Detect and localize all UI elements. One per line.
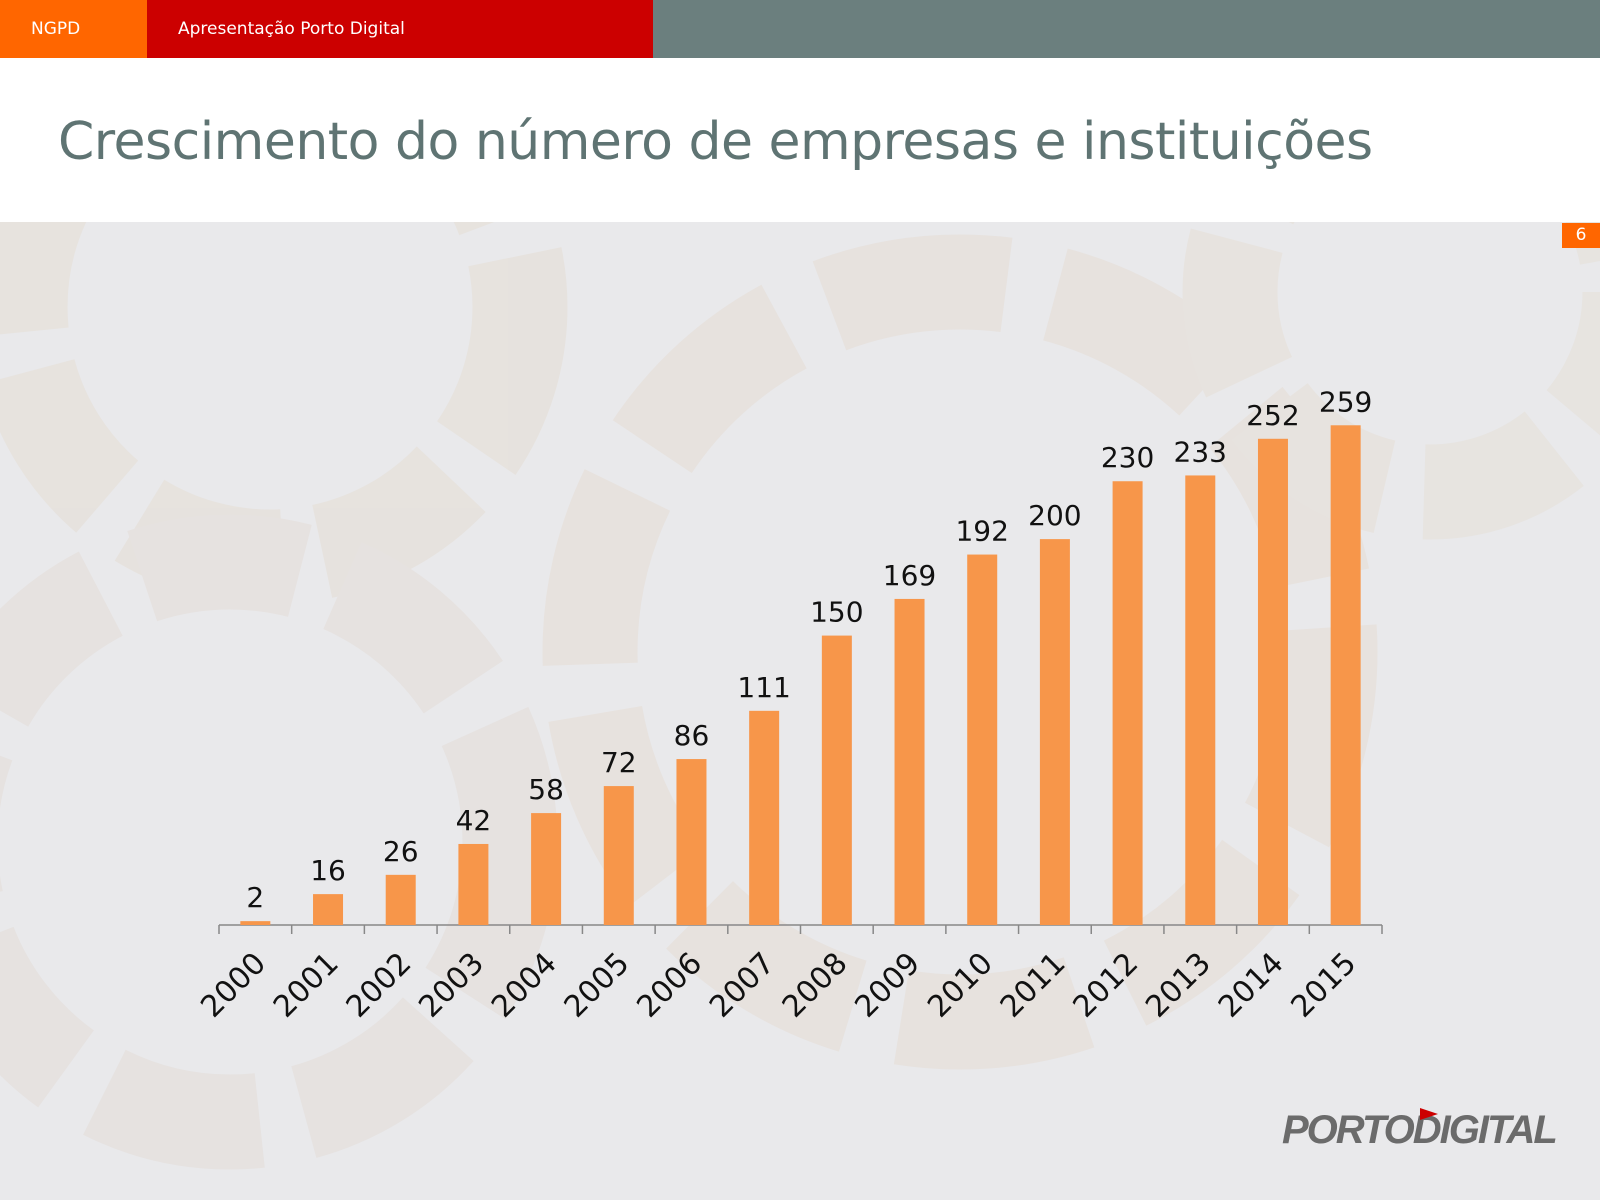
bar	[1039, 539, 1070, 925]
data-label: 72	[601, 746, 637, 779]
data-label: 26	[383, 835, 419, 868]
data-label: 200	[1028, 499, 1081, 532]
x-tick-label: 2000	[194, 946, 273, 1025]
bar	[458, 843, 489, 925]
x-tick-label: 2007	[703, 946, 782, 1025]
x-tick-label: 2005	[558, 946, 637, 1025]
bar	[1185, 475, 1216, 925]
bar	[1112, 481, 1143, 925]
data-label: 111	[737, 671, 790, 704]
data-label: 169	[883, 559, 936, 592]
data-label: 230	[1101, 441, 1154, 474]
x-tick-label: 2001	[267, 946, 346, 1025]
data-label: 252	[1246, 399, 1299, 432]
bar	[894, 598, 925, 925]
data-label: 16	[310, 854, 346, 887]
page-number: 6	[1562, 223, 1600, 248]
data-label: 259	[1319, 385, 1372, 418]
bar	[240, 921, 271, 925]
bar	[313, 894, 344, 925]
section-label: NGPD	[0, 0, 147, 58]
chart-panel	[0, 222, 1600, 1200]
x-tick-label: 2004	[485, 946, 564, 1025]
bar	[531, 813, 562, 925]
x-tick-label: 2008	[776, 946, 855, 1025]
x-tick-label: 2002	[340, 946, 419, 1025]
x-tick-label: 2010	[921, 946, 1000, 1025]
background-decoration	[0, 222, 1600, 1170]
data-label: 2	[246, 881, 264, 914]
x-tick-label: 2013	[1139, 946, 1218, 1025]
slide-title: Crescimento do número de empresas e inst…	[58, 112, 1373, 172]
bar	[676, 759, 707, 925]
x-tick-label: 2014	[1212, 946, 1291, 1025]
logo-flag-icon	[1420, 1108, 1438, 1120]
bar	[603, 786, 634, 925]
presentation-label: Apresentação Porto Digital	[147, 0, 653, 58]
x-tick-label: 2012	[1067, 946, 1146, 1025]
top-bar: NGPD Apresentação Porto Digital	[0, 0, 1600, 58]
bar	[1330, 425, 1361, 925]
bar	[1257, 438, 1288, 925]
data-label: 42	[456, 804, 492, 837]
x-tick-label: 2011	[994, 946, 1073, 1025]
data-label: 192	[955, 515, 1008, 548]
x-tick-label: 2006	[630, 946, 709, 1025]
x-tick-label: 2015	[1285, 946, 1364, 1025]
bar	[821, 635, 852, 925]
bar	[749, 710, 780, 925]
data-label: 150	[810, 596, 863, 629]
bar	[385, 874, 416, 925]
data-label: 86	[674, 719, 710, 752]
data-label: 233	[1174, 435, 1227, 468]
bar	[967, 554, 998, 925]
header-filler-bar	[653, 0, 1600, 58]
x-tick-label: 2003	[412, 946, 491, 1025]
x-tick-label: 2009	[848, 946, 927, 1025]
porto-digital-logo: PORTODIGITAL	[1282, 1108, 1558, 1152]
data-label: 58	[528, 773, 564, 806]
